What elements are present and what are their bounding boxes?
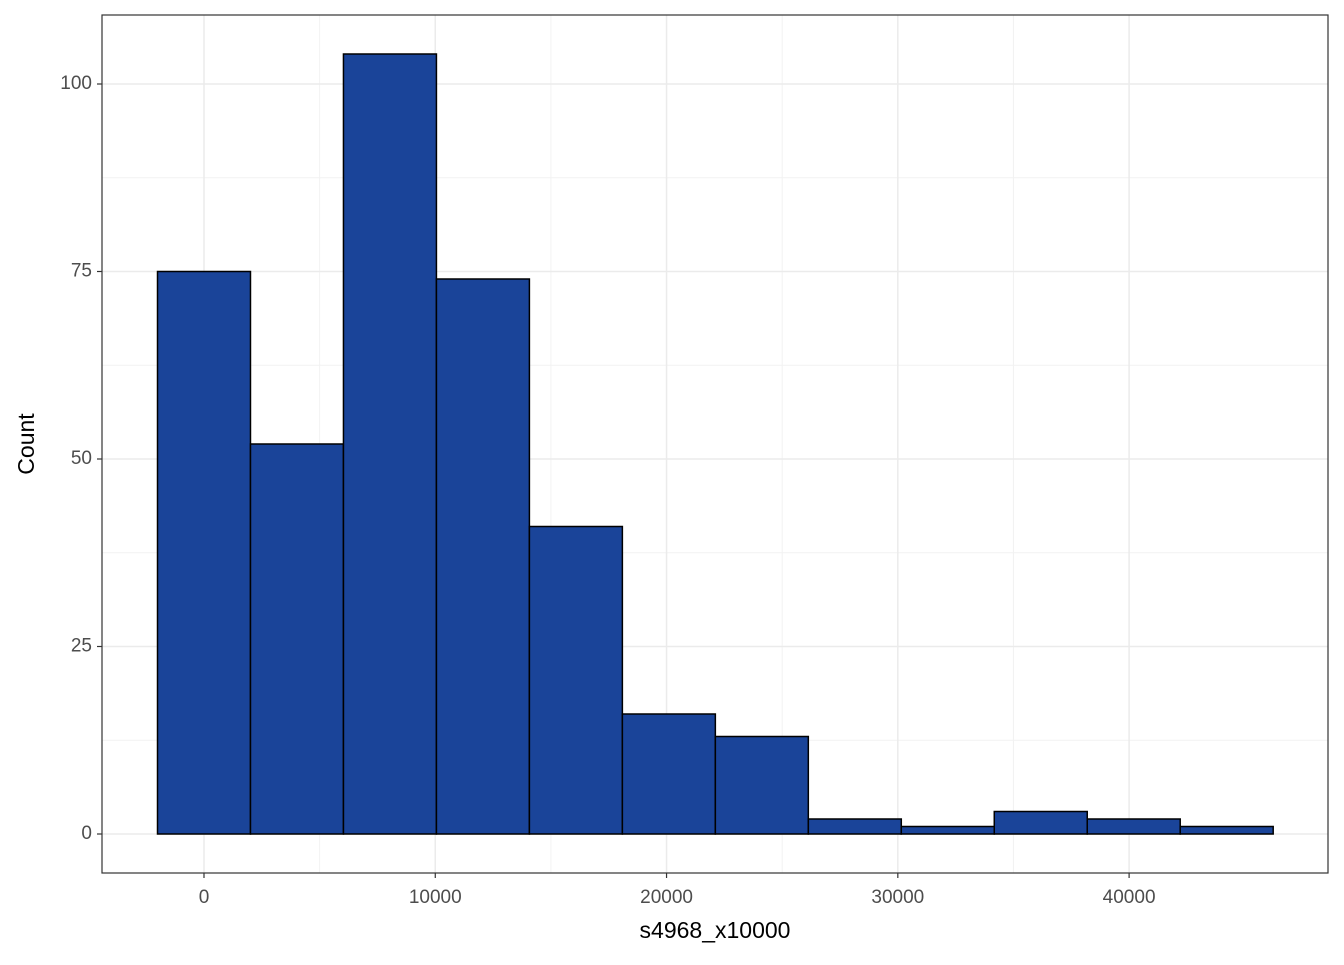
y-tick-label: 25 [71, 636, 92, 657]
bar [156, 270, 252, 835]
bars [156, 53, 1274, 835]
bar [714, 735, 810, 835]
bar [528, 525, 624, 835]
bar [249, 443, 345, 835]
bar [1086, 818, 1181, 835]
x-tick-label: 40000 [1103, 887, 1156, 908]
bar [342, 53, 438, 835]
bar [993, 810, 1088, 835]
y-tick-label: 100 [60, 73, 92, 94]
bar [807, 818, 903, 835]
bar [621, 713, 717, 835]
y-tick-label: 50 [71, 448, 92, 469]
y-axis-title: Count [13, 413, 39, 475]
bar [435, 278, 531, 835]
x-tick-label: 30000 [871, 887, 924, 908]
x-axis-title: s4968_x10000 [640, 917, 791, 943]
x-tick-label: 0 [199, 887, 210, 908]
y-tick-label: 75 [71, 261, 92, 282]
x-tick-label: 10000 [409, 887, 462, 908]
bar [900, 825, 996, 835]
panel-border [101, 14, 1329, 874]
bar [1179, 825, 1274, 835]
y-tick-label: 0 [81, 823, 92, 844]
x-tick-label: 20000 [640, 887, 693, 908]
